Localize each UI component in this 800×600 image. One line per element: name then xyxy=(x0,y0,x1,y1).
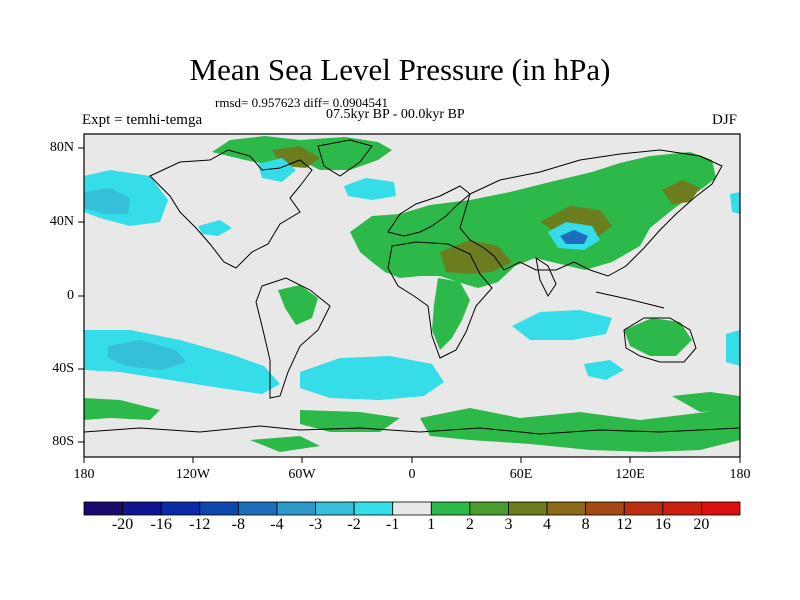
colorbar-label: 20 xyxy=(693,516,710,533)
lon-label-60w: 60W xyxy=(288,467,316,482)
colorbar-box xyxy=(662,501,702,516)
positive-anomaly-southern-4 xyxy=(250,436,320,452)
coastline-asia xyxy=(459,149,723,277)
lat-label-80s: 80S xyxy=(52,434,74,449)
colorbar-box xyxy=(122,501,162,516)
colorbar-box xyxy=(237,501,278,516)
colorbar-label: -4 xyxy=(270,516,284,533)
colorbar-box xyxy=(430,501,471,516)
coastline-india xyxy=(535,256,557,297)
colorbar-box xyxy=(199,501,239,516)
negative-anomaly-east-north xyxy=(730,192,740,214)
colorbar-box xyxy=(353,501,394,516)
coastline-greenland xyxy=(317,139,373,177)
season-label: DJF xyxy=(712,112,738,128)
coastlines xyxy=(84,139,740,435)
colorbar-box xyxy=(392,501,432,516)
lat-label-0: 0 xyxy=(67,288,74,303)
coastline-north-america xyxy=(149,149,313,269)
coastline-antarctica xyxy=(84,425,740,435)
coastline-europe xyxy=(387,185,471,237)
positive-anomaly-strong-siberia xyxy=(662,180,700,204)
lon-label-180w: 180 xyxy=(73,467,95,482)
colorbar-box xyxy=(276,501,316,516)
colorbar-label: 16 xyxy=(654,516,671,533)
colorbar-label: 4 xyxy=(543,516,552,533)
colorbar-label: -16 xyxy=(150,516,172,533)
anomaly-field xyxy=(84,136,740,452)
lat-label-80n: 80N xyxy=(49,140,74,155)
experiment-label: Expt = temhi-temga xyxy=(82,112,203,128)
colorbar xyxy=(83,501,741,516)
colorbar-label: -3 xyxy=(308,516,323,533)
colorbar-box xyxy=(546,501,587,516)
colorbar-box xyxy=(83,501,123,516)
negative-anomaly-indian-ocean xyxy=(512,310,612,340)
positive-anomaly-southern-2 xyxy=(300,410,400,432)
lon-label-120e: 120E xyxy=(615,467,645,482)
positive-anomaly-africa xyxy=(432,278,470,350)
colorbar-box xyxy=(469,501,509,516)
coastline-south-america xyxy=(255,277,331,399)
positive-anomaly-southern-3 xyxy=(420,408,740,452)
colorbar-box xyxy=(623,501,664,516)
colorbar-label: 8 xyxy=(581,516,590,533)
negative-anomaly-tibet-core xyxy=(560,230,588,244)
colorbar-label: -20 xyxy=(111,516,134,533)
negative-anomaly-south-atlantic xyxy=(300,356,444,400)
colorbar-label: -1 xyxy=(386,516,400,533)
lon-label-180e: 180 xyxy=(729,467,751,482)
positive-anomaly-southamerica xyxy=(278,285,318,325)
period-text: 07.5kyr BP - 00.0kyr BP xyxy=(326,107,465,122)
negative-anomaly-australia-south xyxy=(584,360,624,380)
negative-anomaly-hudson xyxy=(258,158,296,182)
positive-anomaly-southern-1 xyxy=(84,398,160,420)
negative-anomaly-north-pacific-core xyxy=(84,188,130,214)
colorbar-label: 2 xyxy=(465,516,474,533)
coastline-indonesia xyxy=(595,291,665,309)
coastline-australia xyxy=(623,317,697,363)
lon-label-0: 0 xyxy=(408,467,416,482)
colorbar-label: 1 xyxy=(427,516,436,533)
colorbar-box xyxy=(701,501,741,516)
colorbar-box xyxy=(160,501,201,516)
page-title: Mean Sea Level Pressure (in hPa) xyxy=(189,52,611,87)
negative-anomaly-labrador xyxy=(198,220,232,236)
colorbar-label: 3 xyxy=(504,516,513,533)
axis-ticks xyxy=(78,147,741,463)
negative-anomaly-east-edge xyxy=(726,330,740,366)
positive-anomaly-australia xyxy=(624,318,692,356)
colorbar-label: -12 xyxy=(189,516,211,533)
positive-anomaly-southern-5 xyxy=(672,392,740,412)
colorbar-label: -8 xyxy=(231,516,245,533)
colorbar-label: 12 xyxy=(616,516,633,533)
lon-label-60e: 60E xyxy=(509,467,533,482)
colorbar-box xyxy=(508,501,548,516)
lat-label-40n: 40N xyxy=(49,214,74,229)
negative-anomaly-north-atlantic xyxy=(344,178,396,200)
colorbar-box xyxy=(585,501,625,516)
negative-anomaly-south-pacific-core xyxy=(108,340,186,370)
colorbar-box xyxy=(315,501,355,516)
colorbar-label: -2 xyxy=(347,516,361,533)
lon-label-120w: 120W xyxy=(175,467,211,482)
stats-text: rmsd= 0.957623 diff= 0.0904541 xyxy=(215,95,388,110)
lat-label-40s: 40S xyxy=(52,361,74,376)
coastline-africa xyxy=(387,241,493,359)
